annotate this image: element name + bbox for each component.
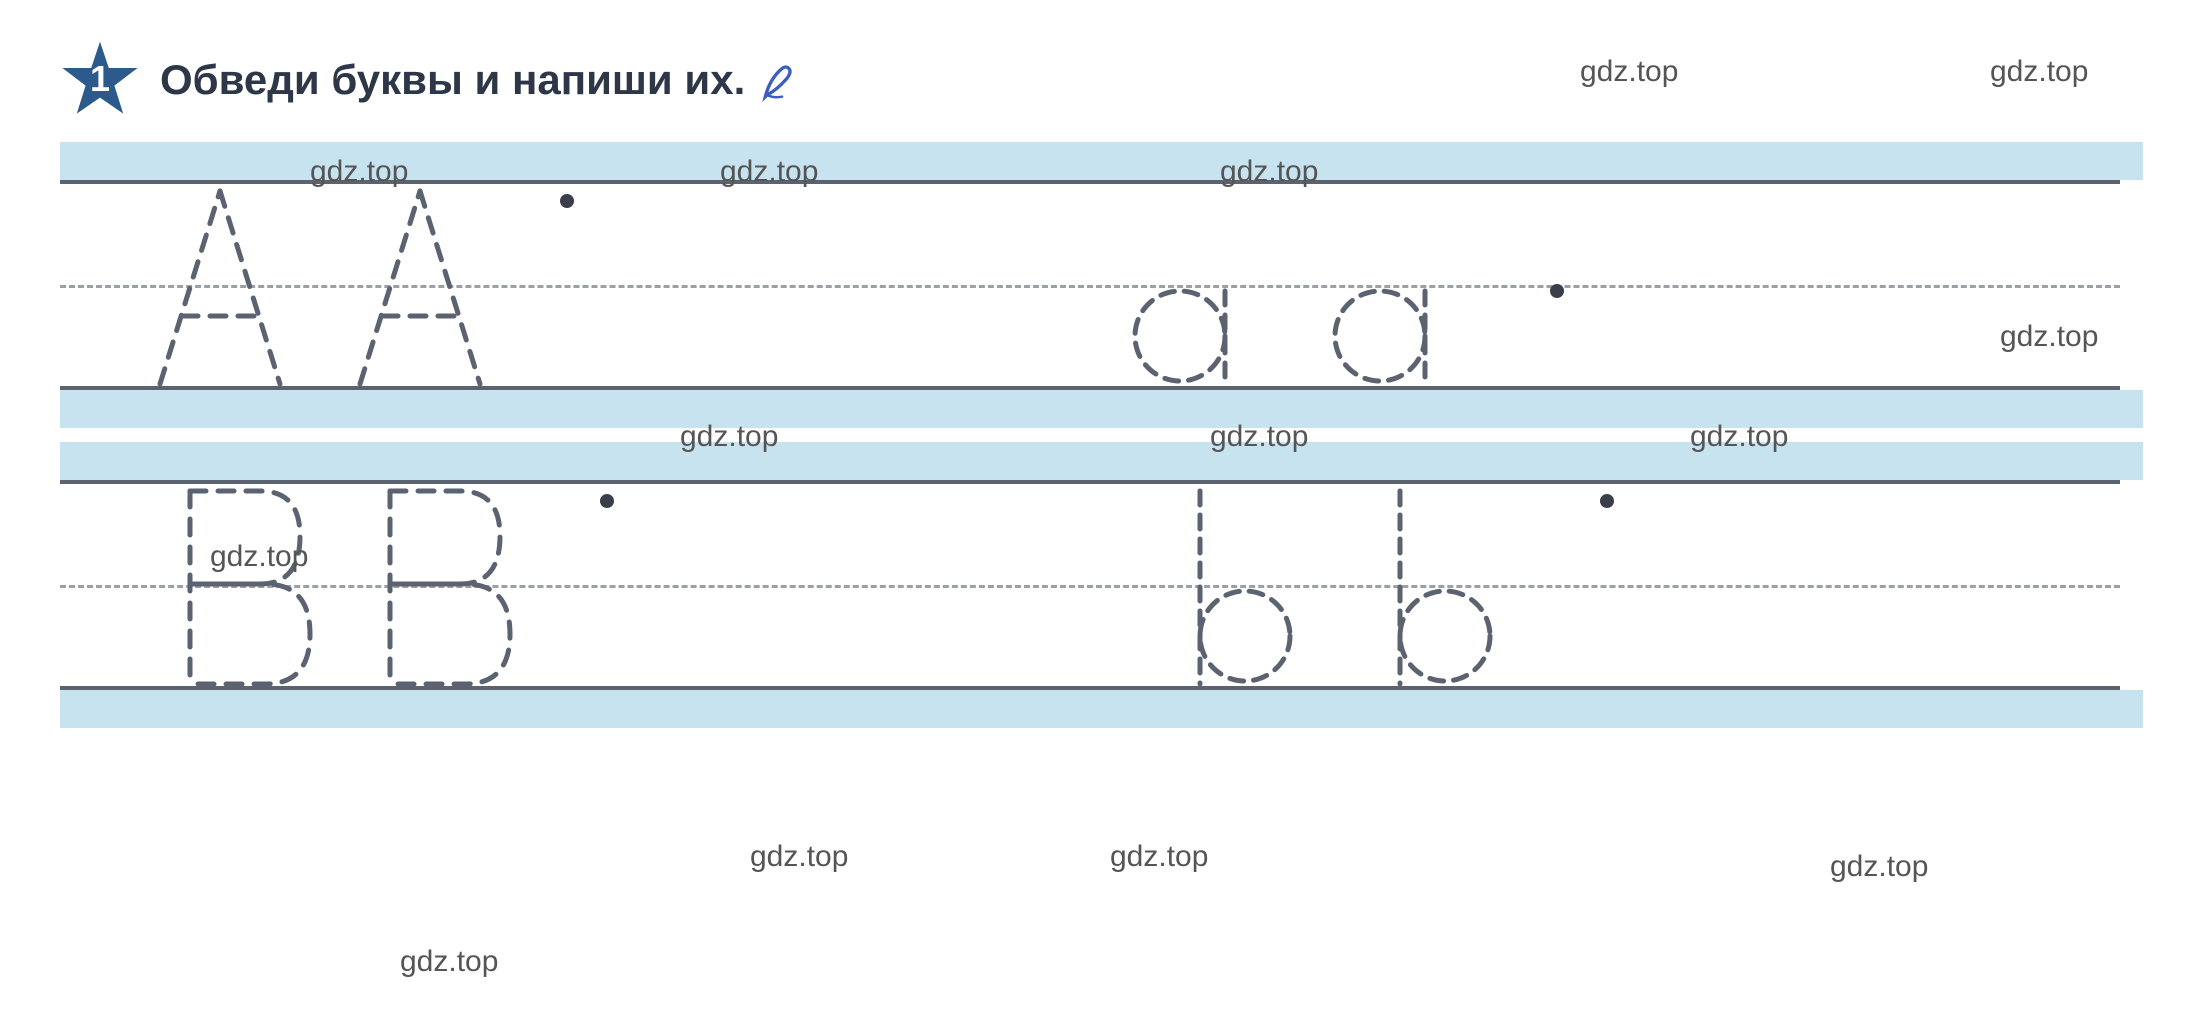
instruction-label: Обведи буквы и напиши их. [160,56,745,104]
exercise-header: 1 Обведи буквы и напиши их. [60,40,2143,120]
start-dot-upper [600,494,614,508]
writing-row-A [60,180,2143,390]
watermark-text: gdz.top [400,945,498,979]
start-dot-lower [1550,284,1564,298]
start-dot-lower [1600,494,1614,508]
writing-row-B [60,480,2143,690]
blue-band-top [60,442,2143,480]
trace-letter-a-lower[interactable] [1330,276,1440,386]
star-badge: 1 [60,40,140,120]
writing-line[interactable] [60,180,2120,390]
trace-letter-a-lower[interactable] [1130,276,1240,386]
watermark-text: gdz.top [1110,840,1208,874]
trace-letter-A-upper[interactable] [340,186,500,386]
trace-letter-b-lower[interactable] [1380,486,1500,686]
trace-letter-b-lower[interactable] [1180,486,1300,686]
midline [60,585,2120,588]
watermark-text: gdz.top [750,840,848,874]
trace-letter-A-upper[interactable] [140,186,300,386]
exercise-number: 1 [90,58,110,100]
pen-icon [757,55,807,105]
trace-letter-B-upper[interactable] [370,486,520,686]
start-dot-upper [560,194,574,208]
blue-band-top [60,142,2143,180]
writing-line[interactable] [60,480,2120,690]
blue-band-bottom [60,390,2143,428]
trace-letter-B-upper[interactable] [170,486,320,686]
instruction-text: Обведи буквы и напиши их. [160,55,807,105]
blue-band-bottom [60,690,2143,728]
watermark-text: gdz.top [1830,850,1928,884]
